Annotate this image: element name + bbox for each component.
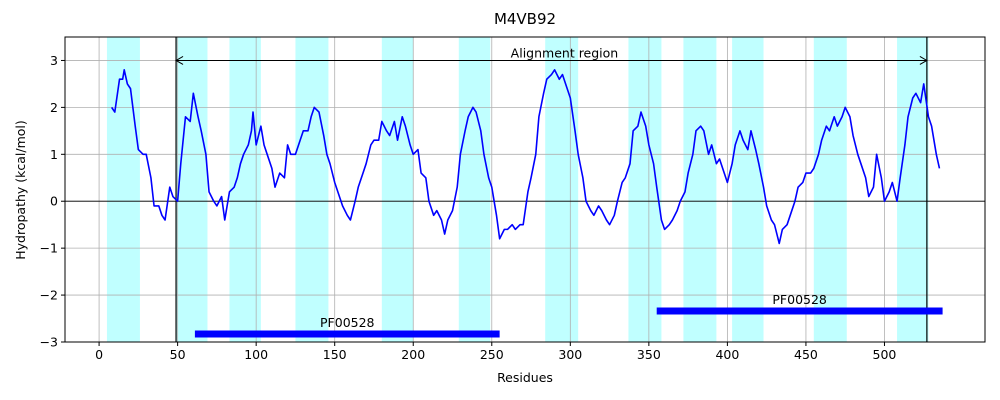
x-tick-label: 350: [637, 347, 661, 362]
y-tick-label: 1: [50, 147, 58, 162]
region-band: [295, 37, 329, 342]
domain-label: PF00528: [320, 315, 375, 330]
region-band: [545, 37, 579, 342]
x-tick-label: 250: [480, 347, 504, 362]
region-band: [628, 37, 662, 342]
y-tick-label: 0: [50, 194, 58, 209]
x-tick-label: 400: [715, 347, 739, 362]
region-band: [381, 37, 414, 342]
x-tick-label: 50: [170, 347, 186, 362]
region-band: [458, 37, 491, 342]
y-tick-label: −2: [40, 288, 58, 303]
y-tick-label: 2: [50, 100, 58, 115]
region-band: [106, 37, 140, 342]
hydropathy-line: [110, 69, 941, 245]
domain-label: PF00528: [772, 292, 827, 307]
x-tick-label: 450: [794, 347, 818, 362]
region-band: [732, 37, 764, 342]
region-band: [229, 37, 261, 342]
y-tick-label: −1: [40, 241, 58, 256]
x-tick-label: 0: [95, 347, 103, 362]
x-tick-label: 300: [558, 347, 582, 362]
y-tick-label: 3: [50, 53, 58, 68]
x-axis-label: Residues: [497, 370, 553, 385]
alignment-arrow: [175, 56, 928, 65]
x-tick-label: 500: [873, 347, 897, 362]
alignment-label: Alignment region: [511, 45, 619, 60]
x-tick-label: 100: [244, 347, 268, 362]
chart-title: M4VB92: [494, 10, 556, 28]
x-tick-label: 150: [323, 347, 347, 362]
y-axis-label: Hydropathy (kcal/mol): [13, 120, 28, 260]
region-band: [897, 37, 929, 342]
x-tick-label: 200: [401, 347, 425, 362]
plot-frame: [64, 36, 986, 343]
region-band: [813, 37, 847, 342]
region-band: [683, 37, 717, 342]
y-tick-label: −3: [40, 335, 58, 350]
region-band: [176, 37, 208, 342]
